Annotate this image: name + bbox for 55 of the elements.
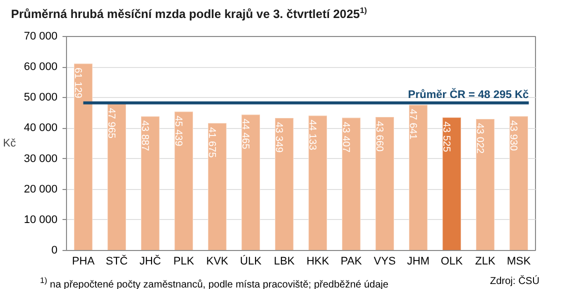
bar [107, 103, 126, 250]
bar [442, 116, 462, 250]
data-label: 47 641 [406, 108, 418, 140]
bar [509, 116, 528, 250]
x-tick-label: STČ [106, 254, 128, 268]
bar [140, 116, 160, 250]
bar [476, 118, 495, 250]
x-tick-label: PLK [173, 256, 195, 268]
y-tick-label: 20 000 [24, 183, 58, 196]
data-label: 44 133 [306, 120, 318, 151]
ref-line-label: Průměr ČR = 48 295 Kč [408, 88, 529, 101]
text: Zdroj: ČSÚ [490, 275, 540, 289]
y-tick-label: 70 000 [24, 30, 58, 42]
data-label: 43 022 [474, 122, 485, 154]
x-tick-label: LBK [274, 256, 296, 268]
x-tick-label: HKK [306, 256, 330, 268]
chart-title: Průměrná hrubá měsíční mzda podle krajů ve 3. čtvrtletí 2025$^{1)}$ [11, 6, 367, 21]
x-tick-label: VYS [374, 256, 396, 268]
data-label: 61 129 [72, 68, 83, 99]
x-tick-label: KVK [206, 256, 229, 268]
y-tick-label: 40 000 [24, 122, 58, 134]
data-label: 43 525 [440, 121, 452, 152]
bar [241, 114, 260, 250]
y-tick-label: 50 000 [24, 92, 58, 104]
data-label: 43 407 [340, 122, 351, 153]
x-tick-label: JHČ [140, 254, 161, 268]
y-tick-label: 0 [51, 244, 58, 256]
x-tick-label: JHM [406, 256, 430, 268]
data-label: 44 465 [239, 118, 250, 150]
data-label: 43 349 [272, 122, 284, 153]
y-axis-title: Kč [3, 138, 16, 150]
bar [342, 117, 361, 250]
x-tick-label: ÚLK [240, 254, 262, 268]
data-label: 43 660 [373, 121, 384, 152]
bar [208, 122, 227, 250]
x-tick-label: MSK [506, 256, 532, 268]
y-tick-label: 30 000 [24, 152, 58, 165]
y-tick-label: 10 000 [24, 214, 58, 226]
text: $^{1)}$ na přepočtené počty zaměstnanců, podle místa pracoviště; předběžné údaje [40, 275, 388, 289]
x-tick-label: PAK [340, 256, 363, 268]
x-tick-label: ZLK [475, 256, 496, 268]
bar [408, 104, 428, 250]
x-tick-label: PHA [72, 256, 96, 268]
data-label: 45 439 [172, 116, 184, 147]
bar [74, 63, 93, 250]
y-tick-label: 60 000 [24, 61, 58, 74]
data-label: 41 675 [206, 127, 217, 158]
data-label: 47 965 [105, 108, 116, 139]
bar [274, 117, 294, 250]
bar [308, 115, 328, 250]
bar [375, 116, 394, 250]
x-tick-label: OLK [440, 256, 464, 268]
data-label: 43 930 [507, 120, 518, 152]
data-label: 43 887 [138, 120, 150, 152]
bar [174, 111, 194, 250]
